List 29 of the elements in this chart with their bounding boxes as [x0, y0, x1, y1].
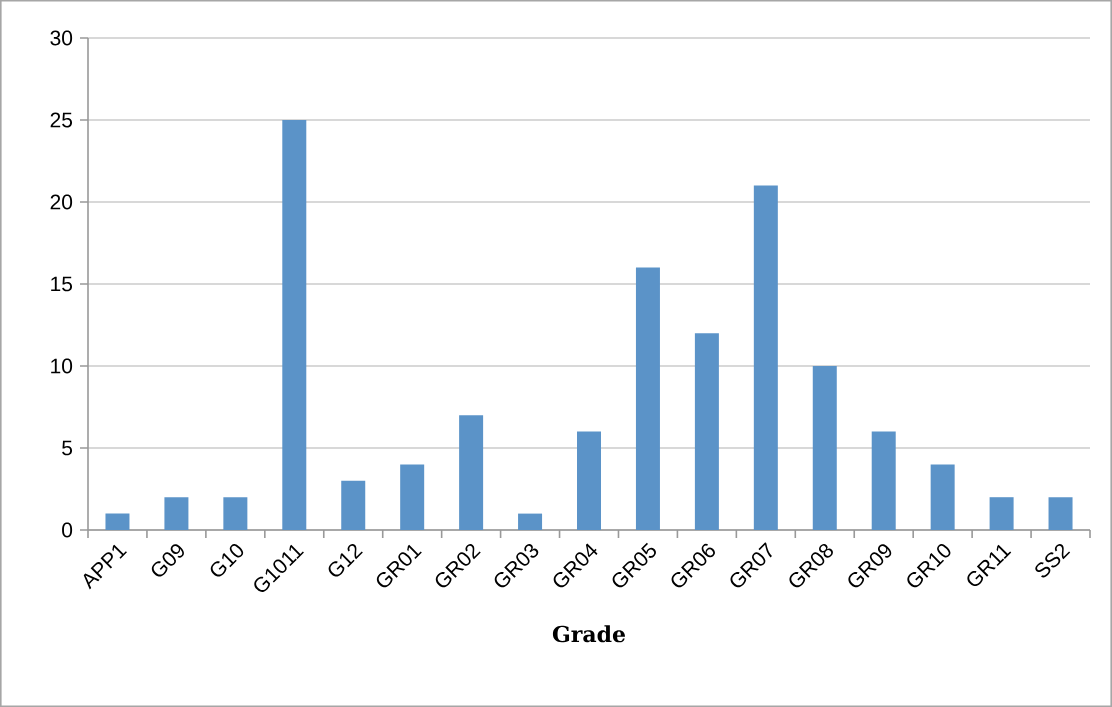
bar: [635, 267, 660, 530]
x-tick-label: G10: [210, 544, 244, 577]
bar: [400, 464, 425, 530]
y-tick-label: 5: [62, 440, 73, 456]
bar: [223, 497, 248, 530]
x-axis-title: Grade: [552, 625, 625, 643]
bar: [341, 480, 366, 530]
y-tick-label: 0: [62, 522, 73, 538]
bar: [930, 464, 955, 530]
bar: [753, 185, 778, 530]
bar: [871, 431, 896, 530]
x-tick-label: G12: [328, 543, 363, 577]
bar: [518, 513, 543, 530]
bar: [105, 513, 130, 530]
y-tick-label: 10: [51, 358, 73, 374]
bar: [812, 366, 837, 530]
bar: [282, 120, 307, 530]
y-tick-label: 15: [51, 276, 73, 292]
x-tick-label: G09: [151, 544, 184, 577]
y-tick-label: 25: [50, 112, 73, 128]
y-tick-label: 30: [50, 30, 73, 46]
bar: [459, 415, 484, 530]
bar: [164, 497, 189, 530]
bar: [577, 431, 602, 530]
x-tick-label: SS2: [1035, 543, 1071, 578]
bar: [694, 333, 719, 530]
y-tick-label: 20: [50, 194, 73, 210]
bar: [989, 497, 1014, 530]
bar: [1048, 497, 1073, 530]
